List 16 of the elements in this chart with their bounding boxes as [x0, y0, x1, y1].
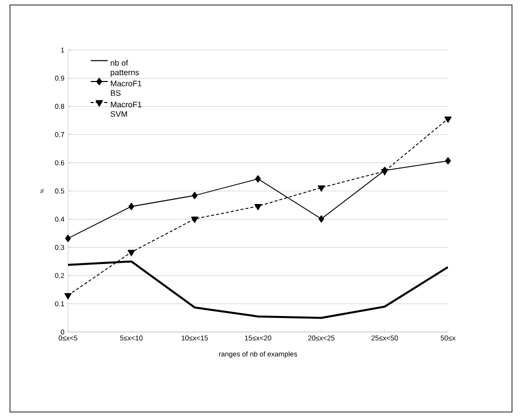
point [192, 192, 198, 200]
point [191, 216, 198, 223]
point [445, 157, 451, 164]
point [318, 215, 324, 223]
legend-label: nb of patterns [110, 60, 139, 77]
point [64, 293, 72, 300]
legend-label: MacroF1 BS [110, 80, 142, 96]
point [444, 116, 452, 123]
point [381, 169, 388, 176]
point [128, 250, 135, 256]
point [65, 234, 71, 242]
point [254, 204, 262, 210]
point [128, 202, 134, 210]
point [318, 185, 325, 192]
point [255, 175, 261, 183]
legend-label: MacroF1 SVM [110, 102, 142, 117]
